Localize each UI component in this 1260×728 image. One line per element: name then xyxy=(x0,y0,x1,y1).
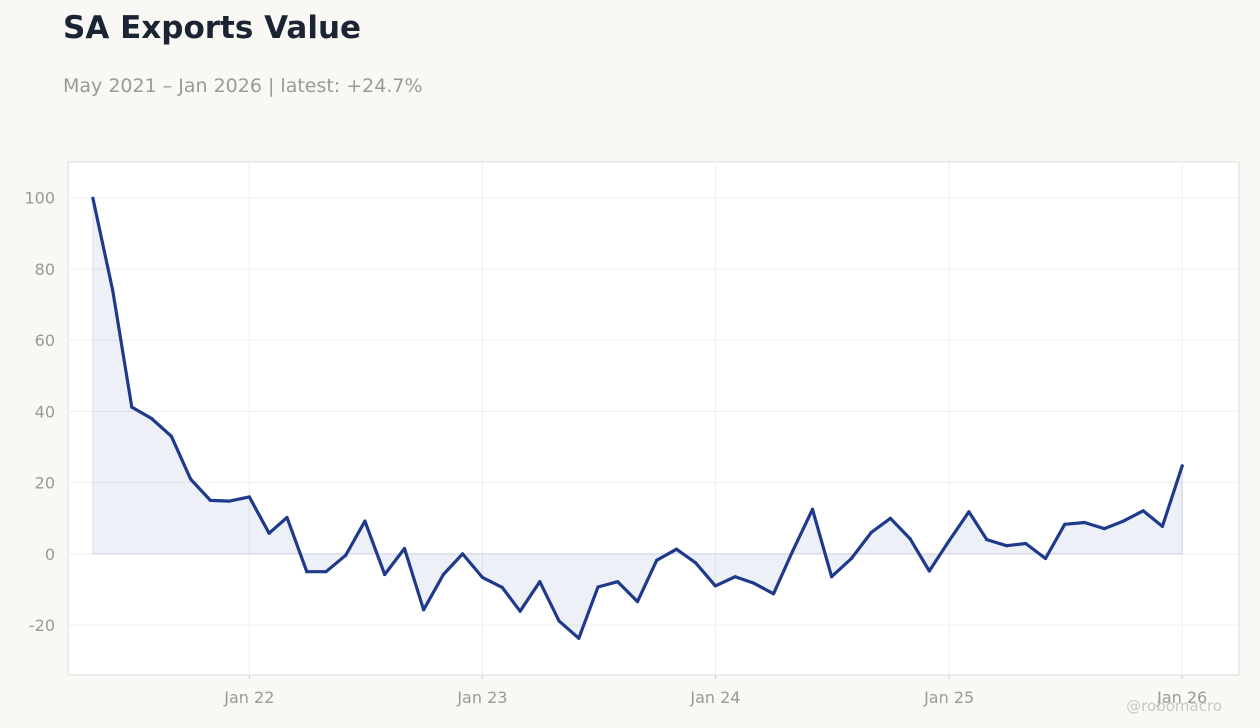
data-point xyxy=(402,546,407,551)
y-tick-label: 80 xyxy=(35,260,55,279)
data-point xyxy=(947,539,951,543)
data-point xyxy=(869,530,873,535)
data-point xyxy=(441,572,445,577)
data-point xyxy=(1180,464,1184,468)
y-tick-label: 100 xyxy=(24,189,55,208)
data-point xyxy=(169,434,173,438)
data-point xyxy=(557,619,561,623)
data-point xyxy=(985,538,989,542)
y-tick-label: -20 xyxy=(29,616,55,635)
data-point xyxy=(227,499,232,503)
data-point xyxy=(810,507,815,511)
plot-area-background xyxy=(67,161,1240,676)
data-point xyxy=(791,549,795,553)
data-point xyxy=(518,609,522,613)
data-point xyxy=(967,510,971,514)
data-point xyxy=(596,585,600,589)
data-point xyxy=(1005,544,1009,548)
y-tick-label: 0 xyxy=(45,545,55,564)
chart-title: SA Exports Value xyxy=(63,10,362,46)
data-point xyxy=(538,580,542,584)
data-point xyxy=(635,600,640,604)
data-point xyxy=(694,561,698,565)
data-point xyxy=(616,580,620,584)
series-points xyxy=(91,196,1184,640)
data-point xyxy=(1024,541,1028,546)
data-point xyxy=(383,572,387,577)
y-axis-ticks: 100 80 60 40 20 0 -20 xyxy=(24,189,55,636)
x-axis-ticks: Jan 22 Jan 23 Jan 24 Jan 25 Jan 26 xyxy=(223,675,1207,707)
data-point xyxy=(1043,556,1048,561)
data-point xyxy=(130,405,134,409)
x-tick-label: Jan 23 xyxy=(456,688,507,707)
data-point xyxy=(752,581,756,585)
data-point xyxy=(305,570,309,574)
data-point xyxy=(830,575,834,579)
data-point xyxy=(713,584,718,588)
data-point xyxy=(344,553,348,557)
data-point xyxy=(908,537,912,541)
data-point xyxy=(577,636,581,640)
data-point xyxy=(849,556,854,561)
x-tick-label: Jan 25 xyxy=(923,688,974,707)
data-point xyxy=(1082,520,1087,525)
data-point xyxy=(674,547,679,551)
y-tick-label: 60 xyxy=(35,331,55,350)
data-point xyxy=(733,575,737,579)
x-tick-label: Jan 22 xyxy=(223,688,274,707)
y-tick-label: 40 xyxy=(35,402,55,421)
data-point xyxy=(480,575,484,580)
data-point xyxy=(267,531,271,535)
data-point xyxy=(1102,527,1106,531)
data-point xyxy=(888,516,893,520)
data-point xyxy=(655,558,659,562)
data-point xyxy=(771,592,776,596)
data-point xyxy=(927,569,931,573)
data-point xyxy=(91,196,95,200)
data-point xyxy=(189,477,193,481)
watermark-text: @robomacro xyxy=(1126,697,1222,715)
x-tick-label: Jan 26 xyxy=(1156,688,1207,707)
data-point xyxy=(500,585,504,590)
y-tick-label: 20 xyxy=(35,474,55,493)
x-tick-label: Jan 24 xyxy=(689,688,740,707)
data-point xyxy=(150,416,154,421)
data-point xyxy=(111,288,115,292)
data-point xyxy=(1121,519,1125,523)
data-point xyxy=(461,552,465,556)
data-point xyxy=(1160,524,1164,529)
data-point xyxy=(1141,509,1145,513)
data-point xyxy=(247,495,251,499)
data-point xyxy=(285,515,289,520)
chart-subtitle: May 2021 – Jan 2026 | latest: +24.7% xyxy=(63,75,423,97)
grid-lines xyxy=(68,162,1239,675)
data-point xyxy=(1063,522,1067,526)
data-point xyxy=(208,498,212,502)
data-point xyxy=(324,570,328,574)
data-point xyxy=(363,519,367,523)
data-point xyxy=(422,608,426,612)
